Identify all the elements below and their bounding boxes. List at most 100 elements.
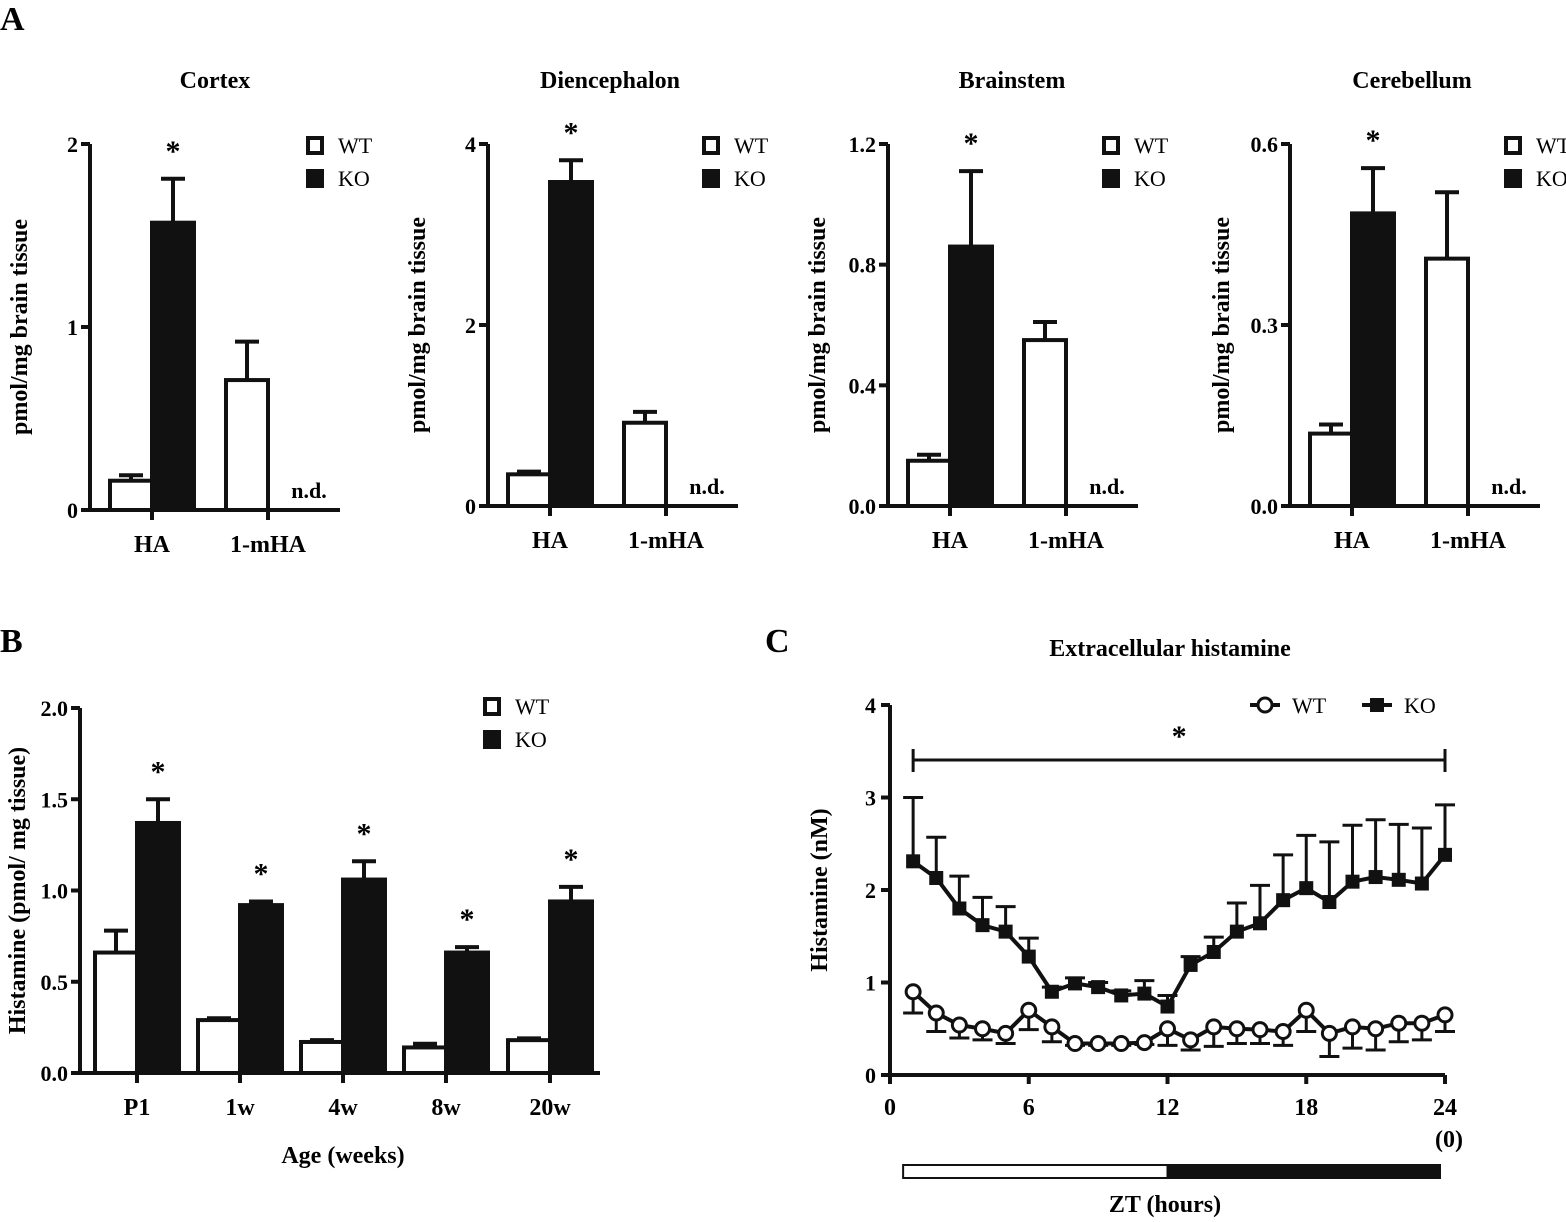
- bar-wt-8w: [402, 1045, 448, 1075]
- series-wt: [903, 983, 1455, 1058]
- x-tick-label: 18: [1294, 1095, 1318, 1121]
- x-tick-label: 1w: [225, 1095, 255, 1121]
- x-tick-label: HA: [932, 528, 969, 554]
- bar-wt-1-mha: [224, 378, 270, 512]
- legend-swatch-ko: [702, 169, 720, 188]
- legend-swatch-ko: [1102, 169, 1120, 188]
- bar-ko-ha: [948, 244, 994, 508]
- not-detected-label: n.d.: [291, 478, 326, 503]
- data-point-wt: [904, 983, 922, 1001]
- legend-swatch-ko: [483, 730, 501, 749]
- x-tick-label: 0: [884, 1095, 896, 1121]
- legend-swatch-wt: [483, 697, 501, 716]
- y-tick-label: 1.0: [41, 879, 69, 904]
- series-line: [911, 990, 1446, 1046]
- bar-ko-ha: [548, 180, 594, 508]
- bar-wt-ha: [506, 472, 552, 509]
- y-tick-label: 3: [865, 786, 876, 811]
- bar-ko-1w: [238, 903, 284, 1075]
- y-tick-label: 0.8: [849, 253, 877, 278]
- legend-label-ko: KO: [1134, 166, 1166, 191]
- series-ko: [903, 796, 1455, 1014]
- bar-chart-cortex: Cortex 0 1 2 pmol/mg brain tissue HA * 1-mHA n.d…: [7, 68, 373, 558]
- y-tick-label: 4: [465, 132, 476, 157]
- y-axis-label: pmol/mg brain tissue: [1209, 217, 1235, 433]
- data-point-ko: [929, 870, 944, 885]
- data-point-wt: [927, 1004, 945, 1022]
- chart-title: Extracellular histamine: [1049, 636, 1291, 662]
- data-point-wt: [1182, 1031, 1200, 1049]
- significance-asterisk: *: [1172, 720, 1187, 753]
- panel-letter-b: B: [0, 623, 23, 660]
- legend-label-ko: KO: [515, 727, 547, 752]
- y-tick-label: 1: [865, 971, 876, 996]
- legend-label-ko: KO: [338, 166, 370, 191]
- x-tick-extra-label: (0): [1435, 1127, 1463, 1153]
- data-point-wt: [1043, 1018, 1061, 1036]
- data-point-ko: [906, 854, 921, 869]
- data-point-wt: [1228, 1020, 1246, 1038]
- y-tick-label: 1: [67, 315, 78, 340]
- bar-wt-4w: [299, 1039, 345, 1075]
- significance-asterisk: *: [460, 903, 475, 936]
- chart-title: Cerebellum: [1352, 68, 1472, 94]
- data-point-ko: [1253, 916, 1267, 931]
- y-tick-label: 0.0: [41, 1061, 69, 1086]
- data-point-ko: [1068, 976, 1082, 991]
- significance-asterisk: *: [564, 843, 579, 876]
- bar-ko-ha: [150, 220, 196, 512]
- x-tick-label: HA: [532, 528, 569, 554]
- legend-swatch-wt: [1504, 136, 1522, 155]
- bar-wt-1-mha: [1424, 256, 1470, 508]
- x-tick-label: P1: [124, 1095, 151, 1121]
- data-point-wt: [974, 1020, 991, 1038]
- y-axis-label: pmol/mg brain tissue: [405, 217, 431, 433]
- data-point-ko: [1137, 986, 1152, 1001]
- y-tick-label: 0: [865, 1063, 876, 1088]
- bar-ko-8w: [444, 950, 490, 1075]
- series-line: [911, 853, 1447, 1010]
- legend-swatch-ko: [306, 169, 324, 188]
- y-axis-label: pmol/mg brain tissue: [805, 217, 831, 433]
- bar-chart-diencephalon: Diencephalon 0 2 4 pmol/mg brain tissue HA * 1-…: [405, 68, 769, 554]
- bar-chart-brainstem: Brainstem 0.0 0.4 0.8 1.2 pmol/mg brain tissu…: [805, 68, 1169, 554]
- x-tick-label: 1-mHA: [230, 532, 307, 558]
- bar-chart-histamine-age: 0.0 0.5 1.0 1.5 2.0 Histamine (pmol/ mg tissu…: [5, 694, 600, 1169]
- data-point-wt: [1251, 1021, 1269, 1039]
- legend-swatch-wt: [1102, 136, 1120, 155]
- bar-wt-1-mha: [622, 420, 668, 508]
- significance-asterisk: *: [254, 857, 269, 890]
- not-detected-label: n.d.: [1089, 474, 1124, 499]
- data-point-ko: [1044, 984, 1059, 999]
- y-tick-label: 0: [67, 498, 78, 523]
- chart-title: Brainstem: [959, 68, 1066, 94]
- y-tick-label: 0.4: [849, 373, 877, 398]
- legend-label-ko: KO: [734, 166, 766, 191]
- bar-ko-4w: [341, 877, 387, 1075]
- data-point-wt: [1436, 1006, 1454, 1024]
- y-tick-label: 0.3: [1251, 313, 1279, 338]
- data-point-ko: [952, 901, 967, 916]
- bar-wt-20w: [506, 1038, 552, 1076]
- bar-wt-ha: [108, 478, 154, 513]
- y-axis-label: Histamine (pmol/ mg tissue): [5, 747, 31, 1034]
- legend-swatch-ko: [1504, 169, 1522, 188]
- x-tick-label: HA: [1334, 528, 1371, 554]
- y-tick-label: 0.0: [849, 494, 877, 519]
- bar-wt-p1: [93, 950, 139, 1075]
- data-point-ko: [1345, 874, 1360, 889]
- x-tick-label: 24: [1433, 1095, 1457, 1121]
- x-axis-label: ZT (hours): [1109, 1192, 1221, 1218]
- x-tick-label: 12: [1156, 1095, 1180, 1121]
- x-tick-label: 4w: [328, 1095, 358, 1121]
- data-point-ko: [1438, 847, 1452, 862]
- data-point-wt: [1390, 1014, 1408, 1032]
- legend-label-wt: WT: [1536, 133, 1566, 158]
- data-point-ko: [1021, 949, 1036, 964]
- legend-label-wt: WT: [734, 133, 769, 158]
- x-axis-label: Age (weeks): [281, 1143, 404, 1169]
- bar-ko-20w: [548, 899, 594, 1076]
- x-tick-label: 1-mHA: [1028, 528, 1105, 554]
- data-point-wt: [1367, 1020, 1385, 1038]
